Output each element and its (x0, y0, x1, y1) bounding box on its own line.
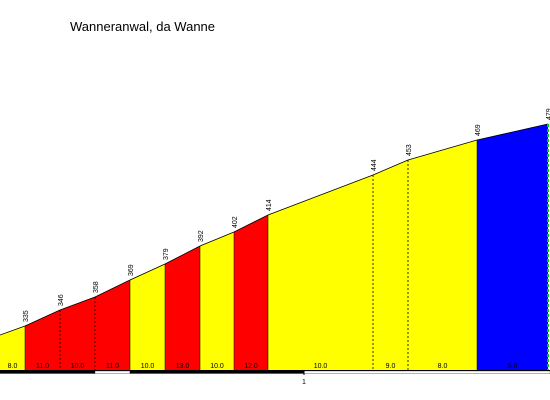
gradient-segment (25, 310, 60, 370)
gradient-segment (95, 280, 130, 370)
gradient-label: 11.0 (36, 363, 49, 370)
gradient-segment (408, 140, 477, 370)
gradient-label: 8.0 (8, 363, 18, 370)
elevation-label: 479 (546, 108, 550, 120)
gradient-segment (130, 264, 165, 370)
elevation-label: 369 (128, 264, 135, 276)
gradient-label: 11.0 (106, 363, 119, 370)
distance-scale-block (94, 370, 131, 374)
distance-scale-block (129, 370, 305, 374)
distance-tick-label: 1 (302, 379, 306, 386)
elevation-label: 392 (198, 230, 205, 242)
profile-outline (0, 123, 549, 336)
gradient-label: 12.0 (244, 363, 258, 370)
elevation-label: 402 (232, 216, 239, 228)
gradient-label: 13.0 (176, 363, 190, 370)
chart-title: Wanneranwal, da Wanne (70, 19, 215, 34)
elevation-label: 414 (266, 199, 273, 211)
elevation-label: 444 (371, 159, 378, 171)
gradient-segment (200, 232, 234, 370)
gradient-label: 8.0 (438, 363, 448, 370)
gradient-segment (0, 326, 25, 370)
gradient-label: 10.0 (210, 363, 224, 370)
gradient-label: 10.0 (71, 363, 85, 370)
distance-scale-block (0, 370, 96, 374)
gradient-segment (373, 160, 408, 370)
gradient-label: 9.0 (386, 363, 396, 370)
elevation-label: 379 (163, 248, 170, 260)
elevation-label: 358 (93, 281, 100, 293)
gradient-label: 10.0 (314, 363, 328, 370)
elevation-label: 469 (475, 124, 482, 136)
gradient-segment (234, 215, 268, 370)
gradient-segment (477, 124, 548, 370)
gradient-segment (268, 175, 373, 370)
distance-scale-block (303, 370, 550, 374)
gradient-label: 5.0 (508, 363, 518, 370)
gradient-label: 10.0 (141, 363, 155, 370)
gradient-segment (60, 297, 95, 370)
elevation-label: 335 (23, 310, 30, 322)
elevation-label: 453 (406, 144, 413, 156)
elevation-label: 346 (58, 294, 65, 306)
gradient-segment (165, 246, 200, 370)
